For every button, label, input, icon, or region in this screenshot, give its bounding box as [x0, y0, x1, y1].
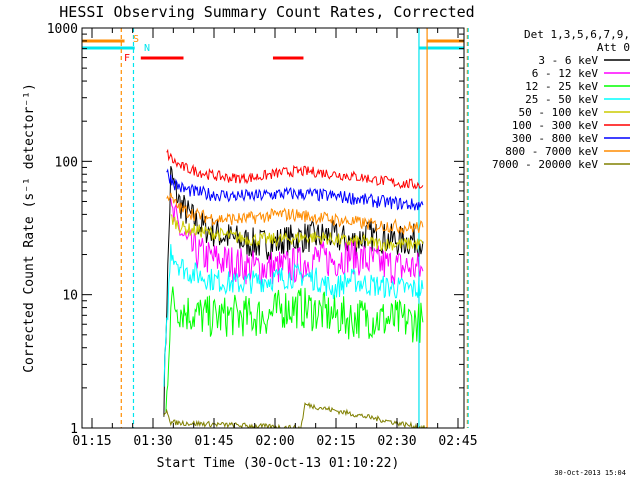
- series-line: [170, 214, 424, 253]
- y-tick-label: 1: [70, 422, 78, 437]
- x-axis-label: Start Time (30-Oct-13 01:10:22): [157, 456, 400, 471]
- timestamp-label: 30-Oct-2013 15:04: [554, 469, 626, 477]
- saa-flag-label: S: [133, 34, 139, 45]
- series-300-800-kev: [166, 168, 424, 211]
- x-tick-label: 02:45: [438, 434, 477, 449]
- series-line: [166, 148, 424, 190]
- night-flag-label: N: [144, 43, 150, 54]
- legend-label: 100 - 300 keV: [512, 119, 598, 132]
- series-line: [170, 198, 424, 287]
- legend-header-detectors: Det 1,3,5,6,7,9,: [524, 28, 630, 41]
- legend-label: 25 - 50 keV: [525, 93, 598, 106]
- plot-frame: [81, 27, 465, 429]
- y-tick-label: 100: [55, 155, 78, 170]
- y-tick-label: 10: [62, 289, 78, 304]
- chart-title: HESSI Observing Summary Count Rates, Cor…: [59, 3, 474, 21]
- legend-label: 12 - 25 keV: [525, 80, 598, 93]
- series-800-7000-kev: [166, 192, 424, 236]
- series-100-300-kev: [166, 148, 424, 190]
- x-axis: 01:15 01:30 01:45 02:00 02:15 02:30 02:45: [72, 28, 478, 449]
- x-tick-label: 02:30: [377, 434, 416, 449]
- legend-label: 800 - 7000 keV: [505, 145, 598, 158]
- y-axis-label: Corrected Count Rate (s⁻¹ detector⁻¹): [22, 83, 37, 373]
- x-tick-label: 01:45: [194, 434, 233, 449]
- y-axis: 1 10 100 1000: [47, 22, 464, 437]
- flare-flag-label: F: [124, 53, 130, 64]
- legend-header-attenuator: Att 0: [597, 41, 630, 54]
- x-tick-label: 01:30: [133, 434, 172, 449]
- x-tick-label: 02:15: [316, 434, 355, 449]
- series-12-25-kev: [165, 286, 424, 412]
- series-layer: [163, 148, 428, 428]
- legend-label: 3 - 6 keV: [538, 54, 598, 67]
- series-25-50-kev: [163, 244, 424, 387]
- series-line: [165, 286, 424, 412]
- series-50-100-kev: [170, 214, 424, 253]
- series-line: [166, 168, 424, 211]
- y-tick-label: 1000: [47, 22, 78, 37]
- series-line: [166, 192, 424, 236]
- x-tick-label: 02:00: [255, 434, 294, 449]
- series-line: [163, 244, 424, 387]
- plot-border: [81, 27, 465, 429]
- legend-label: 7000 - 20000 keV: [492, 158, 598, 171]
- x-tick-label: 01:15: [72, 434, 111, 449]
- legend-label: 6 - 12 keV: [532, 67, 599, 80]
- legend-label: 300 - 800 keV: [512, 132, 598, 145]
- series-6-12-kev: [170, 198, 424, 287]
- legend-label: 50 - 100 keV: [519, 106, 599, 119]
- flag-layer: [82, 28, 469, 428]
